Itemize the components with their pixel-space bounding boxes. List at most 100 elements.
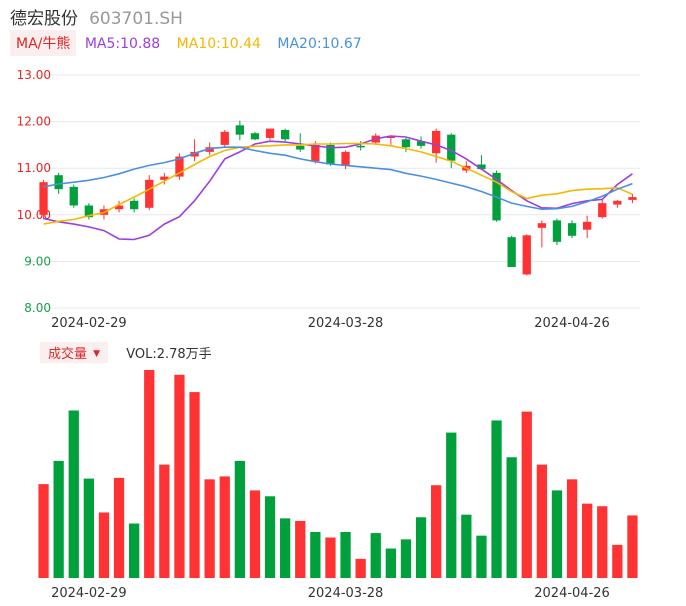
volume-bar [355, 558, 366, 578]
volume-bar [144, 370, 155, 578]
ma10-line [43, 142, 633, 225]
candle-body [326, 144, 335, 165]
volume-bar [476, 535, 487, 578]
candle-body [341, 151, 350, 166]
chevron-down-icon: ▼ [93, 349, 101, 359]
volume-bar [446, 432, 457, 578]
volume-bar [582, 503, 593, 578]
volume-bar [219, 476, 230, 578]
volume-bar [551, 490, 563, 578]
candle-body [401, 139, 411, 148]
volume-bar [68, 410, 79, 578]
volume-bar [627, 515, 638, 578]
volume-bar [385, 548, 396, 578]
volume-bar [129, 523, 140, 578]
volume-bar [506, 457, 517, 578]
volume-bar [340, 531, 351, 578]
candle-body [296, 145, 305, 150]
volume-bar [280, 518, 291, 578]
ma5-line [43, 135, 633, 241]
candle-body [628, 197, 637, 200]
volume-value-label: VOL:2.78万手 [126, 347, 212, 362]
volume-x-tick-label: 2024-03-28 [308, 586, 384, 601]
volume-bar [461, 514, 472, 578]
price-grid [26, 74, 640, 309]
candle-body [598, 203, 607, 218]
volume-bar [566, 479, 578, 578]
volume-bar [491, 420, 502, 578]
candle-body [447, 134, 456, 161]
candle-body [507, 237, 516, 267]
volume-indicator-tab[interactable]: 成交量 ▼ [40, 342, 109, 363]
volume-bar [234, 460, 245, 578]
volume-bar [521, 411, 532, 578]
candle-body [84, 205, 94, 218]
candle-body [190, 151, 199, 157]
candle-body [69, 186, 78, 206]
candle-body [39, 182, 48, 215]
volume-legend-row: 成交量 ▼ VOL:2.78万手 [40, 342, 212, 363]
candle-body [250, 133, 260, 140]
volume-x-ticks: 2024-02-29 2024-03-28 2024-04-26 [51, 586, 610, 601]
candle-body [613, 200, 622, 205]
candle-body [129, 200, 139, 210]
candle-body [220, 131, 229, 145]
candle-body [537, 223, 547, 228]
volume-x-tick-label: 2024-02-29 [51, 586, 127, 601]
price-x-ticks: 2024-02-29 2024-03-28 2024-04-26 [51, 316, 610, 331]
volume-bar [38, 484, 49, 578]
price-y-tick-label: 11.00 [17, 161, 51, 175]
candle-body [431, 130, 441, 154]
candle-body [356, 145, 365, 148]
ma-lines [43, 135, 633, 241]
candle-body [522, 235, 531, 275]
volume-bars [38, 370, 638, 578]
candle-body [145, 179, 154, 208]
ma20-legend: MA20:10.67 [277, 36, 362, 52]
volume-bar [204, 479, 215, 578]
candle-body [280, 129, 290, 140]
volume-bar [400, 539, 412, 578]
volume-bar [431, 485, 442, 578]
ma20-line [43, 146, 633, 211]
volume-bar [612, 544, 623, 578]
price-y-tick-label: 13.00 [17, 68, 51, 82]
volume-bar [174, 374, 185, 578]
volume-bar [597, 506, 608, 578]
candle-body [582, 221, 592, 230]
candle-body [175, 156, 184, 177]
volume-bar [325, 537, 336, 578]
volume-bar [264, 496, 276, 578]
candle-body [160, 176, 169, 180]
candle-body [567, 223, 577, 236]
candle-body [114, 205, 124, 210]
price-x-tick-label: 2024-04-26 [534, 316, 610, 331]
price-y-tick-label: 8.00 [24, 301, 51, 315]
candle-body [311, 144, 320, 162]
stock-code: 603701.SH [89, 9, 183, 29]
volume-x-tick-label: 2024-04-26 [534, 586, 610, 601]
candle-body [477, 164, 486, 170]
volume-bar [295, 520, 306, 578]
price-y-tick-label: 12.00 [17, 115, 51, 129]
volume-bar [83, 478, 94, 578]
ma-indicator-tab[interactable]: MA/牛熊 [10, 30, 77, 56]
stock-name: 德宏股份 [10, 9, 78, 29]
volume-bar [53, 460, 64, 578]
volume-bar [415, 517, 427, 578]
candle-body [416, 141, 426, 146]
stock-header: 德宏股份 603701.SH [10, 4, 183, 29]
volume-bar [310, 531, 321, 578]
volume-bar [249, 490, 261, 578]
ma10-legend: MA10:10.44 [176, 36, 261, 52]
candle-body [386, 136, 396, 139]
volume-bar [189, 392, 200, 578]
volume-bar [370, 533, 381, 578]
candle-body [265, 128, 275, 138]
volume-bar [536, 464, 547, 578]
candle-body [235, 125, 245, 135]
ma-legend-row: MA/牛熊 MA5:10.88 MA10:10.44 MA20:10.67 [10, 30, 374, 56]
volume-bar [98, 512, 110, 578]
volume-bar [113, 477, 125, 578]
